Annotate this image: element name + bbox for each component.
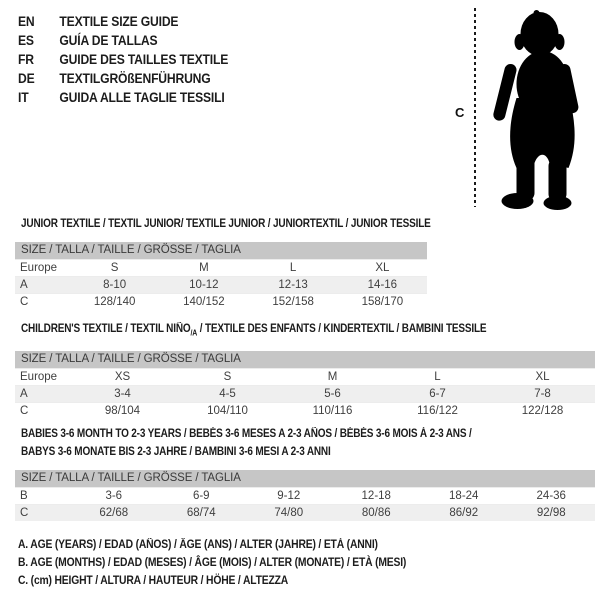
size-row-c: C 98/104 104/110 110/116 116/122 122/128: [15, 402, 595, 419]
size-value: 86/92: [449, 507, 479, 520]
section-title-text: / TEXTILE DES ENFANTS / KINDERTEXTIL / B…: [197, 323, 487, 335]
section-title-text: JUNIOR TEXTILE / TEXTIL JUNIOR/ TEXTILE …: [21, 218, 431, 230]
row-label: A: [20, 279, 28, 291]
size-table-header: SIZE / TALLA / TAILLE / GRÖSSE / TAGLIA: [15, 351, 595, 369]
row-label: Europe: [20, 371, 58, 384]
note-age-months: B. AGE (MONTHS) / EDAD (MESES) / ÂGE (MO…: [18, 557, 407, 569]
section-title: CHILDREN'S TEXTILE / TEXTIL NIÑO/A / TEX…: [21, 320, 520, 342]
row-label: C: [20, 296, 29, 308]
section-title-text: /A: [190, 328, 198, 338]
size-value: L: [289, 262, 297, 274]
language-row: FR GUIDE DES TAILLES TEXTILE: [18, 50, 228, 69]
size-value: 24-36: [536, 490, 566, 503]
size-value: 10-12: [189, 279, 219, 291]
size-value: 14-16: [367, 279, 398, 291]
size-value: 98/104: [104, 405, 141, 418]
size-table-section: CHILDREN'S TEXTILE / TEXTIL NIÑO/A / TEX…: [15, 320, 595, 419]
language-title-list: EN TEXTILE SIZE GUIDE ES GUÍA DE TALLAS …: [18, 12, 228, 107]
size-value: 3-6: [105, 490, 123, 503]
size-value: 8-10: [103, 279, 127, 291]
language-code: EN: [18, 14, 35, 29]
size-value: M: [199, 262, 209, 274]
size-value: S: [223, 371, 232, 384]
size-value: 104/110: [207, 405, 248, 418]
size-value: L: [434, 371, 441, 384]
size-value: 12-18: [361, 490, 391, 503]
size-row-europe: Europe S M L XL: [15, 259, 427, 276]
height-measure-label: C: [455, 105, 465, 120]
size-value: 74/80: [274, 507, 304, 520]
size-value: 3-4: [114, 388, 131, 401]
size-value: 4-5: [219, 388, 236, 401]
size-row-a: A 3-4 4-5 5-6 6-7 7-8: [15, 385, 595, 403]
size-table: SIZE / TALLA / TAILLE / GRÖSSE / TAGLIA …: [15, 470, 595, 522]
row-label: Europe: [20, 262, 58, 274]
language-row: ES GUÍA DE TALLAS: [18, 31, 228, 50]
language-row: IT GUIDA ALLE TAGLIE TESSILI: [18, 88, 228, 107]
size-sections: JUNIOR TEXTILE / TEXTIL JUNIOR/ TEXTILE …: [15, 215, 595, 531]
height-measure-dashed-line: [474, 8, 476, 207]
size-row-a: A 8-10 10-12 12-13 14-16: [15, 276, 427, 293]
language-title: TEXTILE SIZE GUIDE: [59, 14, 179, 29]
size-value: 62/68: [99, 507, 129, 520]
size-value: M: [327, 371, 338, 384]
section-title: BABIES 3-6 MONTH TO 2-3 YEARS / BEBÉS 3-…: [21, 425, 520, 461]
section-title-text: BABIES 3-6 MONTH TO 2-3 YEARS / BEBÉS 3-…: [21, 428, 472, 441]
size-value: 18-24: [449, 490, 479, 503]
size-table-header: SIZE / TALLA / TAILLE / GRÖSSE / TAGLIA: [15, 242, 427, 259]
language-row: EN TEXTILE SIZE GUIDE: [18, 12, 228, 31]
size-value: 68/74: [186, 507, 216, 520]
size-value: 158/170: [361, 296, 404, 308]
size-value: 128/140: [93, 296, 136, 308]
language-code: IT: [18, 90, 29, 105]
size-value: 152/158: [272, 296, 314, 308]
size-value: 116/122: [417, 405, 458, 418]
size-row-europe: Europe XS S M L XL: [15, 368, 595, 385]
size-row-b: B 3-6 6-9 9-12 12-18 18-24 24-36: [15, 487, 595, 504]
size-value: 7-8: [534, 388, 551, 401]
size-value: 80/86: [361, 507, 391, 520]
size-value: XL: [535, 371, 550, 384]
baby-silhouette: [493, 10, 579, 210]
row-label: C: [20, 507, 29, 520]
language-code: ES: [18, 33, 34, 48]
language-row: DE TEXTILGRÖßENFÜHRUNG: [18, 69, 228, 88]
size-value: 122/128: [521, 405, 564, 418]
row-label: C: [20, 405, 29, 418]
row-label: A: [20, 388, 28, 401]
size-value: 12-13: [278, 279, 308, 291]
size-table-section: JUNIOR TEXTILE / TEXTIL JUNIOR/ TEXTILE …: [15, 215, 595, 310]
legend-notes: A. AGE (YEARS) / EDAD (AÑOS) / ÂGE (ANS)…: [18, 536, 406, 590]
size-value: 140/152: [183, 296, 225, 308]
size-table-section: BABIES 3-6 MONTH TO 2-3 YEARS / BEBÉS 3-…: [15, 425, 595, 522]
size-row-c: C 62/68 68/74 74/80 80/86 86/92 92/98: [15, 504, 595, 522]
language-title: GUÍA DE TALLAS: [59, 33, 158, 48]
size-value: 6-9: [192, 490, 210, 503]
size-value: 9-12: [277, 490, 301, 503]
size-value: 110/116: [312, 405, 353, 418]
size-value: 5-6: [324, 388, 341, 401]
size-row-c: C 128/140 140/152 152/158 158/170: [15, 293, 427, 310]
language-code: DE: [18, 71, 35, 86]
note-height: C. (cm) HEIGHT / ALTURA / HAUTEUR / HÖHE…: [18, 575, 289, 587]
size-value: XS: [114, 371, 131, 384]
row-label: B: [20, 490, 28, 503]
size-value: 92/98: [536, 507, 566, 520]
size-value: S: [110, 262, 119, 274]
section-title-text: BABYS 3-6 MONATE BIS 2-3 JAHRE / BAMBINI…: [21, 446, 331, 459]
language-title: GUIDA ALLE TAGLIE TESSILI: [59, 90, 225, 105]
size-table-header: SIZE / TALLA / TAILLE / GRÖSSE / TAGLIA: [15, 470, 595, 488]
note-age-years: A. AGE (YEARS) / EDAD (AÑOS) / ÂGE (ANS)…: [18, 539, 378, 551]
size-table: SIZE / TALLA / TAILLE / GRÖSSE / TAGLIA …: [15, 242, 427, 310]
size-value: 6-7: [429, 388, 446, 401]
size-value: XL: [375, 262, 390, 274]
section-title: JUNIOR TEXTILE / TEXTIL JUNIOR/ TEXTILE …: [21, 215, 520, 233]
language-code: FR: [18, 52, 34, 67]
size-table: SIZE / TALLA / TAILLE / GRÖSSE / TAGLIA …: [15, 351, 595, 419]
language-title: GUIDE DES TAILLES TEXTILE: [59, 52, 229, 67]
section-title-text: CHILDREN'S TEXTILE / TEXTIL NIÑO: [21, 323, 191, 335]
language-title: TEXTILGRÖßENFÜHRUNG: [59, 71, 211, 86]
